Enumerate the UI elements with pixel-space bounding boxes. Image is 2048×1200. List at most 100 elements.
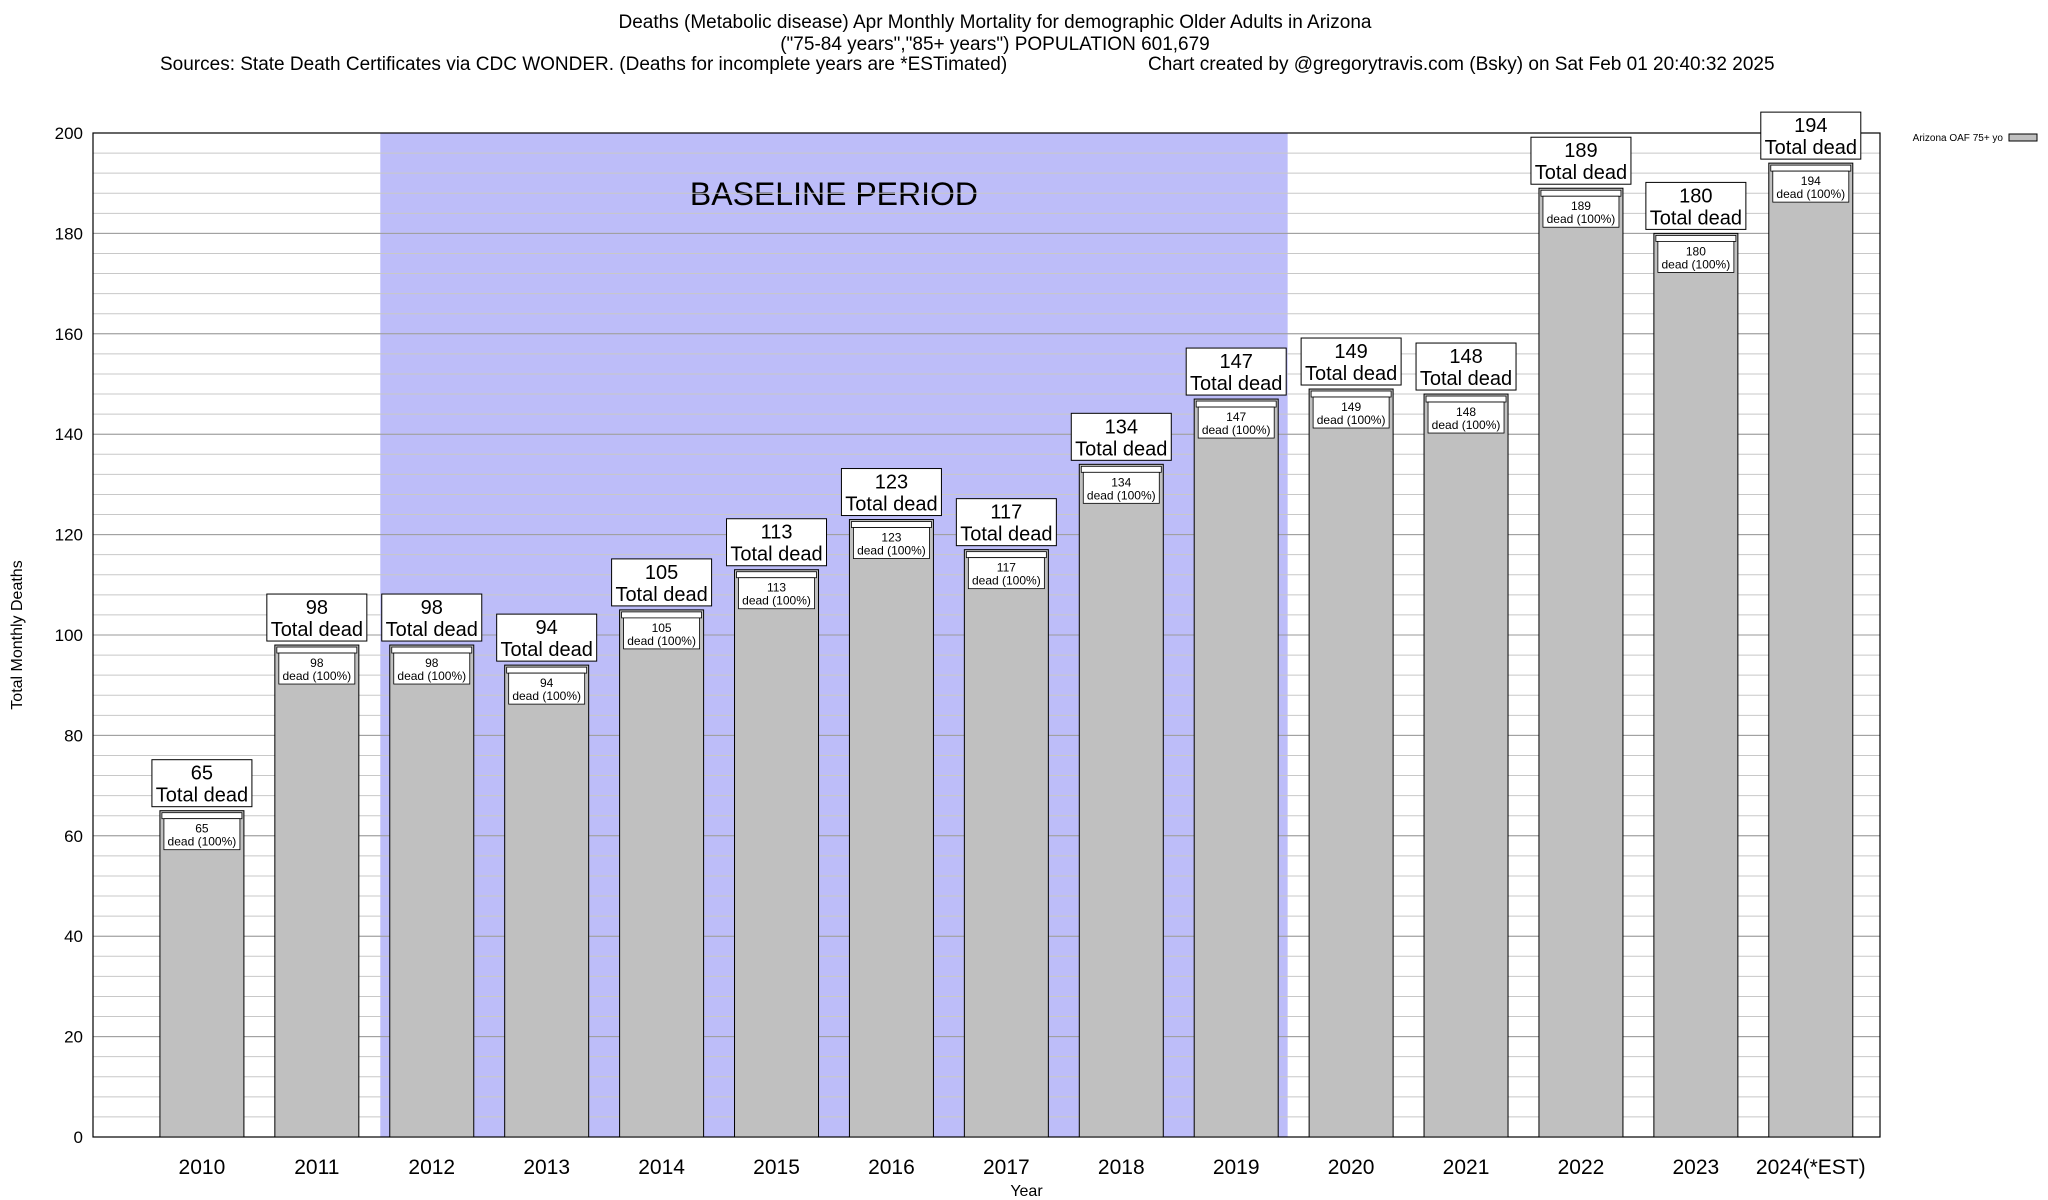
total-value-label: 123	[875, 472, 908, 494]
bar-2012	[389, 644, 475, 1138]
bar-top-strip	[506, 666, 588, 674]
bar-top-strip	[965, 551, 1047, 559]
x-tick-label: 2012	[408, 1156, 455, 1179]
bar-2010	[159, 810, 245, 1138]
total-value-label: 117	[990, 502, 1022, 524]
inner-percent-label: dead (100%)	[1317, 413, 1386, 427]
inner-label-box	[738, 577, 815, 610]
total-label-box	[1415, 342, 1517, 391]
total-label-box	[955, 498, 1057, 547]
total-dead-label: Total dead	[1535, 162, 1627, 184]
inner-value-label: 123	[881, 531, 901, 545]
total-label-box	[1300, 337, 1402, 386]
y-tick-label: 40	[64, 927, 83, 946]
inner-label-box	[1657, 240, 1735, 273]
inner-percent-label: dead (100%)	[1776, 187, 1845, 201]
inner-label-box	[623, 617, 700, 650]
total-label-box	[726, 518, 828, 567]
bar-2011	[274, 644, 360, 1138]
total-label-box	[496, 613, 598, 662]
inner-percent-label: dead (100%)	[1087, 488, 1156, 502]
total-label-box	[381, 593, 483, 642]
chart-title-line-1: Deaths (Metabolic disease) Apr Monthly M…	[618, 12, 1372, 33]
bar-2019	[1193, 398, 1279, 1138]
bar-top-strip	[1540, 189, 1622, 197]
baseline-period-label: BASELINE PERIOD	[690, 176, 978, 212]
inner-percent-label: dead (100%)	[1547, 212, 1616, 226]
total-label-box	[611, 558, 713, 607]
bar-2018	[1078, 463, 1164, 1138]
x-tick-label: 2011	[294, 1156, 339, 1179]
chart-title-line-2: ("75-84 years","85+ years") POPULATION 6…	[780, 34, 1210, 55]
bar-top-strip	[1310, 390, 1392, 398]
total-dead-label: Total dead	[1305, 363, 1397, 385]
total-value-label: 147	[1220, 351, 1253, 373]
y-tick-label: 100	[55, 626, 83, 645]
x-tick-label: 2020	[1328, 1156, 1375, 1179]
total-label-box	[1645, 181, 1747, 230]
inner-value-label: 98	[425, 656, 439, 670]
x-tick-label: 2021	[1443, 1156, 1490, 1179]
bar-2013	[504, 664, 590, 1138]
inner-label-box	[853, 527, 930, 559]
x-tick-label: 2015	[753, 1156, 800, 1179]
inner-value-label: 148	[1456, 405, 1476, 419]
inner-percent-label: dead (100%)	[972, 574, 1041, 588]
inner-value-label: 94	[540, 676, 554, 690]
bar-top-strip	[1770, 164, 1852, 172]
chart-credit: Chart created by @gregorytravis.com (Bsk…	[1148, 54, 1775, 75]
inner-label-box	[1427, 401, 1505, 434]
inner-value-label: 105	[652, 621, 672, 635]
x-tick-label: 2022	[1558, 1156, 1605, 1179]
y-tick-label: 80	[64, 726, 83, 745]
inner-value-label: 189	[1571, 199, 1591, 213]
bar-2017	[963, 549, 1049, 1138]
inner-value-label: 134	[1111, 475, 1131, 489]
bar-top-strip	[736, 571, 817, 579]
x-tick-label: 2013	[523, 1156, 570, 1179]
total-value-label: 148	[1449, 346, 1482, 368]
inner-percent-label: dead (100%)	[742, 594, 811, 608]
bar-top-strip	[621, 611, 702, 619]
x-tick-label: 2010	[179, 1156, 226, 1179]
total-value-label: 98	[306, 597, 328, 619]
chart-sources: Sources: State Death Certificates via CD…	[160, 54, 1008, 75]
x-tick-label: 2019	[1213, 1156, 1260, 1179]
bar-2022	[1538, 187, 1624, 1138]
total-dead-label: Total dead	[1075, 438, 1167, 460]
inner-percent-label: dead (100%)	[627, 634, 696, 648]
total-value-label: 94	[536, 617, 558, 639]
y-axis-title: Total Monthly Deaths	[9, 560, 26, 709]
bar-top-strip	[1080, 465, 1162, 473]
total-dead-label: Total dead	[156, 785, 248, 807]
y-tick-label: 160	[55, 325, 83, 344]
inner-label-box	[163, 818, 241, 851]
total-label-box	[1185, 347, 1287, 396]
total-dead-label: Total dead	[960, 524, 1052, 546]
legend-swatch	[2008, 133, 2038, 142]
bar-top-strip	[1655, 234, 1737, 242]
inner-label-box	[1197, 406, 1275, 439]
inner-percent-label: dead (100%)	[512, 689, 581, 703]
y-tick-label: 0	[74, 1128, 83, 1147]
inner-percent-label: dead (100%)	[857, 544, 926, 558]
x-tick-label: 2023	[1673, 1156, 1720, 1179]
x-axis-title: Year	[1010, 1183, 1043, 1200]
inner-value-label: 147	[1226, 410, 1246, 424]
inner-label-box	[967, 557, 1045, 590]
x-tick-label: 2018	[1098, 1156, 1145, 1179]
total-label-box	[1530, 136, 1632, 185]
total-label-box	[1070, 412, 1172, 461]
inner-value-label: 194	[1801, 174, 1821, 188]
inner-percent-label: dead (100%)	[168, 835, 237, 849]
chart-title: Deaths (Metabolic disease) Apr Monthly M…	[0, 12, 1990, 56]
inner-percent-label: dead (100%)	[1432, 418, 1501, 432]
inner-label-box	[1312, 396, 1390, 429]
inner-label-box	[393, 652, 471, 685]
total-value-label: 180	[1679, 185, 1712, 207]
total-value-label: 105	[645, 562, 678, 584]
bar-2015	[734, 569, 820, 1138]
inner-percent-label: dead (100%)	[1662, 257, 1731, 271]
y-tick-label: 120	[55, 526, 83, 545]
